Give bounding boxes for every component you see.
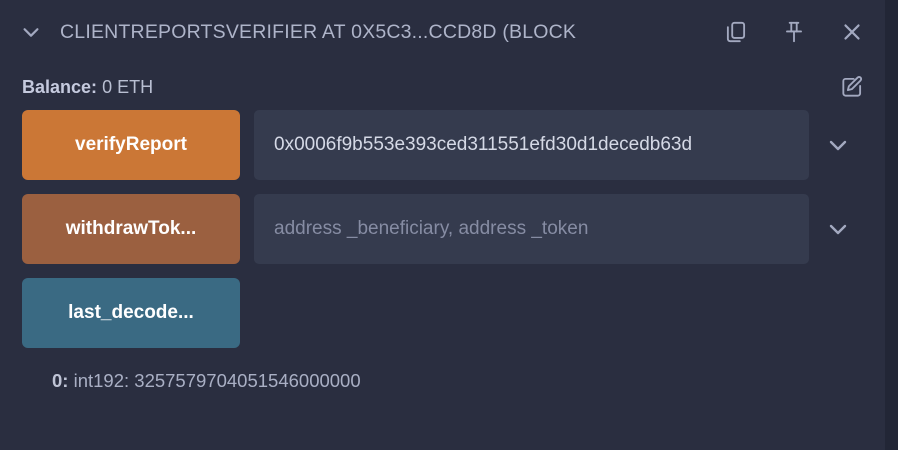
panel-header: CLIENTREPORTSVERIFIER AT 0X5C3...CCD8D (…: [0, 0, 885, 64]
result-value: 3257579704051546000000: [134, 370, 361, 391]
balance-label: Balance:: [22, 76, 98, 97]
result-index: 0:: [52, 370, 69, 391]
withdrawTokens-input[interactable]: [254, 194, 809, 264]
balance-row: Balance: 0 ETH: [0, 64, 885, 110]
balance-value: 0 ETH: [102, 76, 154, 97]
call-result-row: 0: int192: 3257579704051546000000: [0, 362, 885, 392]
page-title: CLIENTREPORTSVERIFIER AT 0X5C3...CCD8D (…: [60, 20, 577, 43]
verifyReport-input[interactable]: [254, 110, 809, 180]
function-row-verifyReport: verifyReport: [0, 110, 885, 180]
function-row-withdrawTokens: withdrawTok...: [0, 194, 885, 264]
chevron-down-icon[interactable]: [14, 15, 48, 49]
result-type: int192:: [73, 370, 130, 391]
close-icon[interactable]: [837, 17, 867, 47]
chevron-down-icon[interactable]: [809, 194, 867, 264]
function-row-last-decoded-report: last_decode...: [0, 278, 885, 348]
verifyReport-button[interactable]: verifyReport: [22, 110, 240, 180]
copy-icon[interactable]: [721, 17, 751, 47]
pin-icon[interactable]: [779, 17, 809, 47]
last-decoded-report-button[interactable]: last_decode...: [22, 278, 240, 348]
balance-display: Balance: 0 ETH: [22, 77, 837, 98]
header-actions: [721, 17, 867, 47]
withdrawTokens-button[interactable]: withdrawTok...: [22, 194, 240, 264]
edit-pencil-icon[interactable]: [837, 72, 867, 102]
vertical-scrollbar[interactable]: [885, 0, 898, 450]
chevron-down-icon[interactable]: [809, 110, 867, 180]
